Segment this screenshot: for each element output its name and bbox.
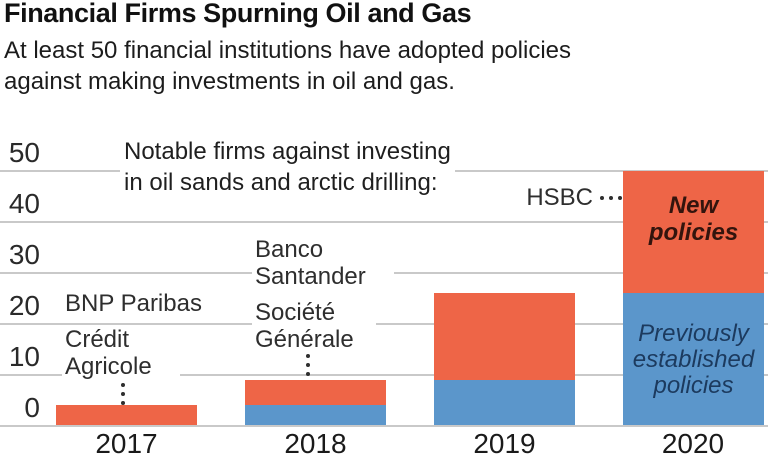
notable-line-2: in oil sands and arctic drilling: [124,169,438,196]
subtitle-line-2: against making investments in oil and ga… [4,68,455,95]
x-axis-label-2019: 2019 [473,428,536,459]
ellipsis-vertical-icon [306,354,310,376]
y-axis-tick-10: 10 [8,340,40,372]
gridline-10 [0,373,768,376]
bar-2018-segment-new-policies [245,379,386,406]
bar-2018-segment-previously-established-policies [245,405,386,426]
new-policies-label: New policies [648,192,739,246]
y-axis-tick-0: 0 [24,391,40,423]
chart-subtitle: At least 50 financial institutions have … [4,35,571,97]
firm-label-hsbc-group: HSBC [470,184,622,211]
y-axis-tick-20: 20 [8,289,40,321]
bar-2019-segment-previously-established-policies [434,379,575,426]
ellipsis-horizontal-icon [600,195,622,200]
x-axis-label-2017: 2017 [95,428,158,459]
firm-label-banco-santander: Banco Santander [252,235,394,291]
bar-2019-segment-new-policies [434,292,575,380]
firm-label-hsbc: HSBC [526,184,593,211]
bar-2020-segment-previously-established-policies [622,292,764,426]
page-title: Financial Firms Spurning Oil and Gas [4,0,472,28]
y-axis-tick-50: 50 [8,136,40,168]
previously-established-policies-label: Previously established policies [632,320,755,399]
ellipsis-vertical-icon [121,383,125,405]
x-axis-label-2018: 2018 [284,428,347,459]
firm-label-credit-agricole: Crédit Agricole [62,325,180,381]
subtitle-line-1: At least 50 financial institutions have … [4,37,572,64]
gridline-0 [0,424,768,427]
x-axis-label-2020: 2020 [661,428,725,459]
y-axis-tick-30: 30 [8,238,40,270]
notable-line-1: Notable firms against investing [124,138,451,165]
gridline-40 [0,220,768,223]
y-axis-tick-40: 40 [8,187,40,219]
firm-label-societe-generale: Société Générale [252,298,376,354]
gridline-20 [0,322,768,325]
bar-2020-segment-new-policies [622,170,764,293]
notable-firms-annotation: Notable firms against investing in oil s… [120,135,455,199]
firm-label-bnp-paribas: BNP Paribas [62,289,205,318]
bar-2017-segment-new-policies [56,405,197,426]
